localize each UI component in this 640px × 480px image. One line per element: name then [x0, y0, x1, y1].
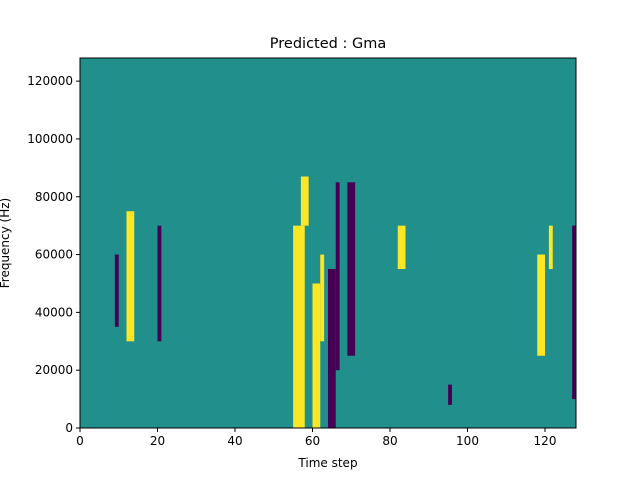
heatmap-cell-4: [347, 182, 356, 356]
heatmap-cell-3: [335, 182, 340, 371]
heatmap-cell-6: [320, 254, 325, 342]
y-axis: 0 20000 40000 60000 80000 100000 120000: [27, 74, 80, 435]
heatmap-cell-2: [328, 269, 336, 428]
x-tick-label: 0: [76, 434, 84, 448]
x-tick-label: 100: [456, 434, 479, 448]
plot-frame: [79, 57, 577, 429]
y-tick-label: 60000: [35, 248, 73, 262]
y-tick-label: 120000: [27, 74, 73, 88]
y-tick-label: 40000: [35, 305, 73, 319]
plot-area: [80, 58, 576, 428]
heatmap-cell-11: [397, 225, 406, 270]
x-tick-label: 80: [382, 434, 397, 448]
x-tick-label: 60: [305, 434, 320, 448]
heatmap-cell-9: [548, 225, 553, 270]
x-axis-label: Time step: [297, 456, 357, 470]
y-tick-label: 80000: [35, 190, 73, 204]
heatmap-cell-0: [293, 225, 305, 428]
x-tick-label: 120: [534, 434, 557, 448]
heatmap-cell-5: [312, 283, 321, 428]
heatmap-cell-1: [300, 176, 309, 226]
heatmap-cells: [114, 176, 576, 428]
x-axis: 0 20 40 60 80 100 120: [76, 428, 556, 448]
x-tick-label: 20: [150, 434, 165, 448]
chart-title: Predicted : Gma: [270, 36, 386, 52]
x-tick-label: 40: [227, 434, 242, 448]
y-tick-label: 20000: [35, 363, 73, 377]
heatmap-cell-12: [448, 384, 452, 405]
heatmap-cell-7: [126, 211, 135, 342]
heatmap-cell-13: [157, 225, 162, 342]
heatmap-cell-8: [537, 254, 545, 356]
heatmap-cell-14: [114, 254, 119, 327]
y-tick-label: 0: [65, 421, 73, 435]
y-tick-label: 100000: [27, 132, 73, 146]
heatmap-cell-10: [572, 225, 576, 400]
y-axis-label: Frequency (Hz): [0, 198, 12, 289]
